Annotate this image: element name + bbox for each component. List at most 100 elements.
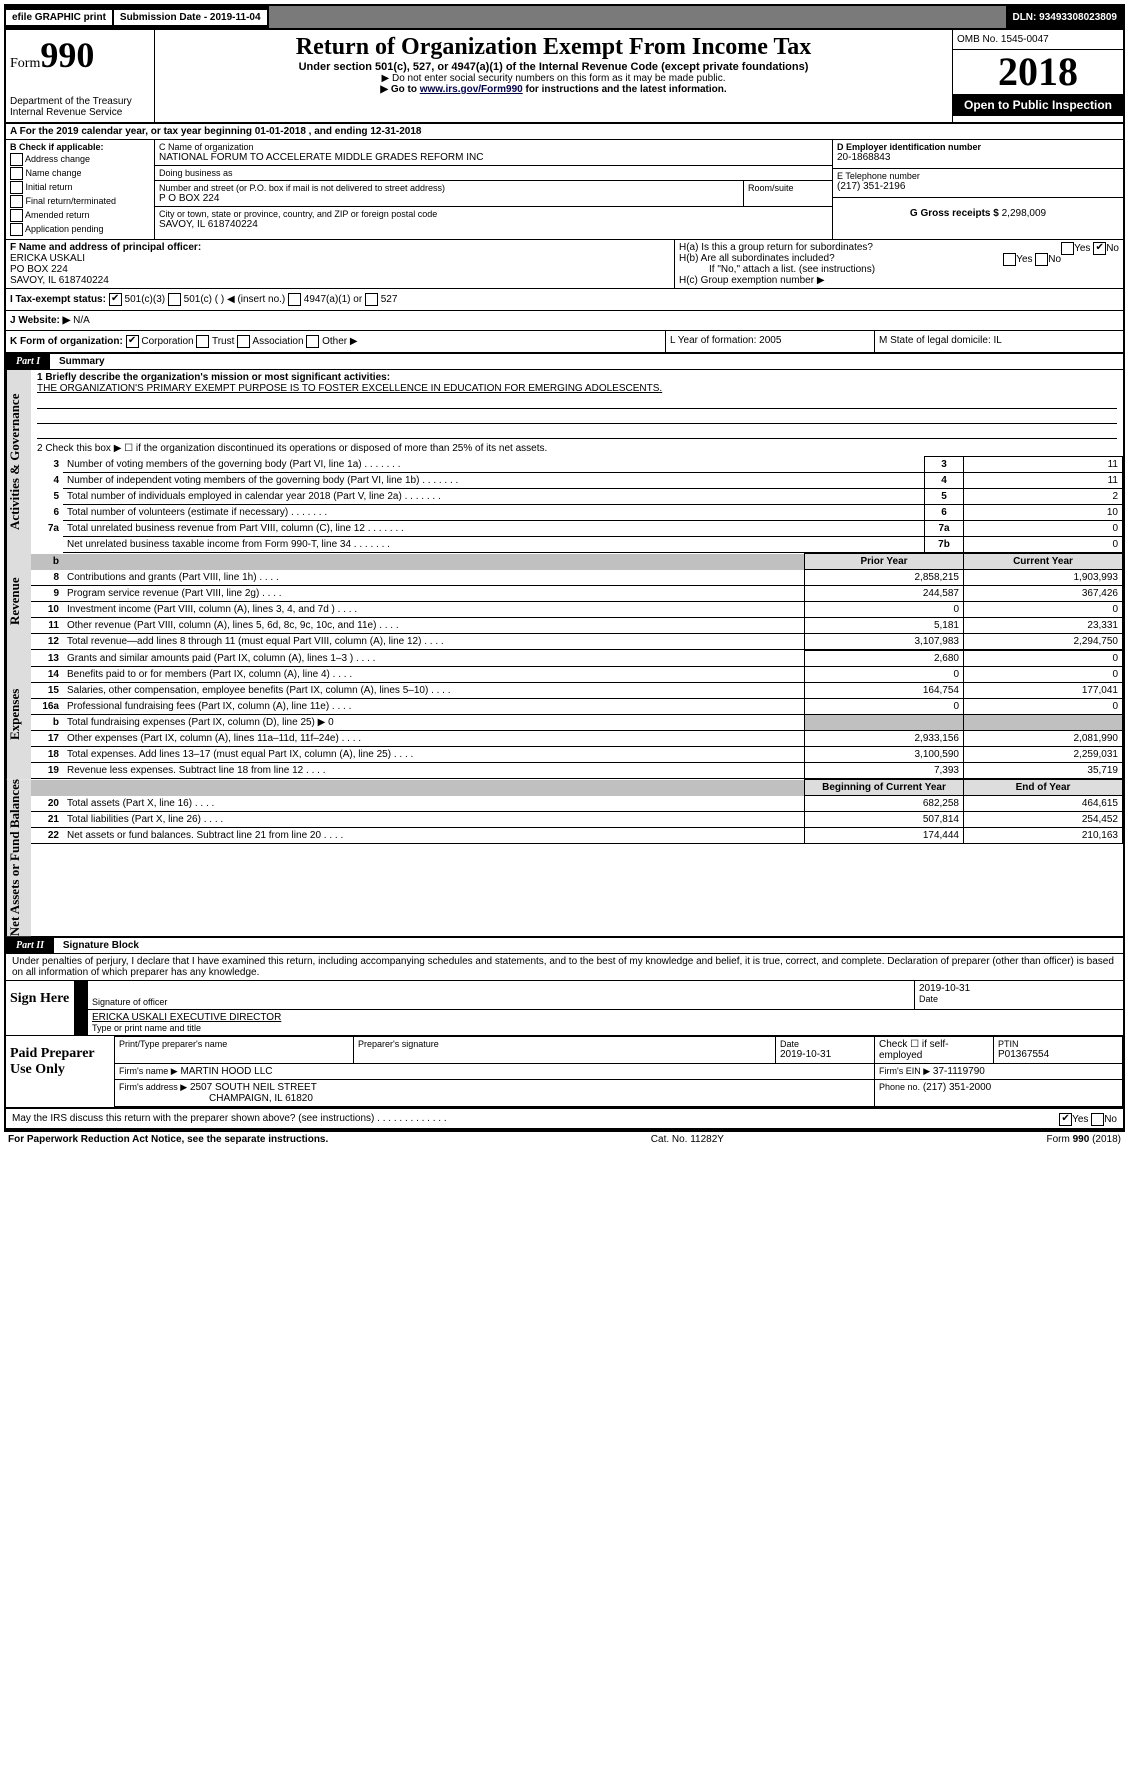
- form-org-option[interactable]: Trust: [196, 336, 237, 347]
- irs-link[interactable]: www.irs.gov/Form990: [420, 84, 523, 95]
- tax-status-option[interactable]: 4947(a)(1) or: [288, 294, 365, 305]
- header-left: Form990 Department of the Treasury Inter…: [6, 30, 155, 122]
- table-row: 17Other expenses (Part IX, column (A), l…: [31, 731, 1123, 747]
- summary-table-simple: 3Number of voting members of the governi…: [31, 456, 1123, 553]
- table-row: 3Number of voting members of the governi…: [31, 457, 1123, 473]
- efile-label[interactable]: efile GRAPHIC print: [6, 10, 114, 25]
- self-employed-check[interactable]: Check ☐ if self-employed: [875, 1037, 994, 1064]
- side-tab: Expenses: [6, 650, 31, 779]
- website-label: J Website: ▶: [10, 315, 70, 326]
- tax-status-option[interactable]: 501(c) ( ) ◀ (insert no.): [168, 294, 288, 305]
- officer-addr2: SAVOY, IL 618740224: [10, 275, 670, 286]
- page-footer: For Paperwork Reduction Act Notice, see …: [4, 1132, 1125, 1147]
- h-a-label: H(a) Is this a group return for subordin…: [679, 242, 873, 253]
- submission-date: Submission Date - 2019-11-04: [114, 10, 269, 25]
- state-domicile: M State of legal domicile: IL: [874, 331, 1123, 352]
- row-a-period: A For the 2019 calendar year, or tax yea…: [6, 124, 1123, 140]
- firm-addr-label: Firm's address ▶: [119, 1082, 187, 1092]
- part-1-header: Part I Summary: [6, 354, 1123, 370]
- declaration-text: Under penalties of perjury, I declare th…: [6, 954, 1123, 981]
- discuss-answer: Yes No: [1059, 1113, 1117, 1126]
- city-value: SAVOY, IL 618740224: [159, 219, 828, 230]
- table-row: 19Revenue less expenses. Subtract line 1…: [31, 763, 1123, 779]
- table-row: 14Benefits paid to or for members (Part …: [31, 667, 1123, 683]
- part-1-badge: Part I: [6, 354, 50, 369]
- check-option[interactable]: Address change: [10, 153, 150, 166]
- check-option[interactable]: Final return/terminated: [10, 195, 150, 208]
- form-number: Form990: [10, 34, 150, 76]
- discuss-row: May the IRS discuss this return with the…: [6, 1109, 1123, 1130]
- part-2-title: Signature Block: [57, 938, 145, 953]
- part-2-header: Part II Signature Block: [6, 936, 1123, 954]
- header-mid: Return of Organization Exempt From Incom…: [155, 30, 952, 122]
- side-tab-governance: Activities & Governance: [6, 370, 31, 553]
- name-title-label: Type or print name and title: [92, 1023, 1119, 1033]
- table-row: 18Total expenses. Add lines 13–17 (must …: [31, 747, 1123, 763]
- form-org-option[interactable]: Corporation: [126, 336, 197, 347]
- row-k-form-org: K Form of organization: Corporation Trus…: [6, 331, 1123, 354]
- form-note-1: ▶ Do not enter social security numbers o…: [159, 73, 948, 84]
- table-row: 21Total liabilities (Part X, line 26) . …: [31, 812, 1123, 828]
- city-label: City or town, state or province, country…: [159, 209, 828, 219]
- form-org-option[interactable]: Other ▶: [306, 336, 357, 347]
- room-label: Room/suite: [748, 183, 828, 193]
- header-right: OMB No. 1545-0047 2018 Open to Public In…: [952, 30, 1123, 122]
- firm-name-label: Firm's name ▶: [119, 1066, 178, 1076]
- ein-value: 20-1868843: [837, 152, 1119, 163]
- check-option[interactable]: Application pending: [10, 223, 150, 236]
- check-option[interactable]: Name change: [10, 167, 150, 180]
- part-2-badge: Part II: [6, 938, 54, 953]
- col-b-checkboxes: B Check if applicable: Address change Na…: [6, 140, 155, 239]
- officer-label: F Name and address of principal officer:: [10, 242, 670, 253]
- officer-name: ERICKA USKALI: [10, 253, 670, 264]
- check-option[interactable]: Initial return: [10, 181, 150, 194]
- prep-date-label2: Date: [780, 1039, 870, 1049]
- firm-addr2: CHAMPAIGN, IL 61820: [119, 1093, 313, 1104]
- tax-year: 2018: [953, 50, 1123, 94]
- h-c-label: H(c) Group exemption number ▶: [679, 275, 1119, 286]
- topbar-spacer: [269, 6, 1007, 28]
- preparer-table: Print/Type preparer's name Preparer's si…: [114, 1036, 1123, 1107]
- sign-here-block: Sign Here Signature of officer 2019-10-3…: [6, 981, 1123, 1036]
- sign-here-label: Sign Here: [6, 981, 74, 1035]
- form-org-option[interactable]: Association: [237, 336, 306, 347]
- tel-label: E Telephone number: [837, 171, 1119, 181]
- row-j-website: J Website: ▶ N/A: [6, 311, 1123, 331]
- q1-label: 1 Briefly describe the organization's mi…: [37, 372, 1117, 383]
- tax-status-option[interactable]: 527: [365, 294, 397, 305]
- section-bcd: B Check if applicable: Address change Na…: [6, 140, 1123, 240]
- section-expenses: Expenses13Grants and similar amounts pai…: [6, 650, 1123, 779]
- tax-status-option[interactable]: 501(c)(3): [109, 294, 168, 305]
- firm-phone-label: Phone no.: [879, 1082, 920, 1092]
- ein-label: D Employer identification number: [837, 142, 1119, 152]
- tax-status-label: I Tax-exempt status:: [10, 294, 106, 305]
- firm-ein: 37-1119790: [933, 1066, 985, 1077]
- footer-right: Form 990 (2018): [1047, 1134, 1121, 1145]
- form-subtitle: Under section 501(c), 527, or 4947(a)(1)…: [159, 61, 948, 73]
- paid-preparer-label: Paid Preparer Use Only: [6, 1036, 114, 1107]
- open-to-public: Open to Public Inspection: [953, 94, 1123, 116]
- form-org-label: K Form of organization:: [10, 336, 123, 347]
- ptin-value: P01367554: [998, 1049, 1118, 1060]
- section-revenue: RevenuebPrior YearCurrent Year8Contribut…: [6, 553, 1123, 650]
- part-1-body: Activities & Governance 1 Briefly descri…: [6, 370, 1123, 553]
- sig-officer-label: Signature of officer: [92, 997, 910, 1007]
- check-option[interactable]: Amended return: [10, 209, 150, 222]
- table-row: Net unrelated business taxable income fr…: [31, 537, 1123, 553]
- data-table: bPrior YearCurrent Year8Contributions an…: [31, 553, 1123, 650]
- gross-label: G Gross receipts $: [910, 208, 999, 219]
- h-a-answer: Yes No: [1061, 242, 1119, 255]
- website-value: N/A: [73, 315, 90, 326]
- q2-label: 2 Check this box ▶ ☐ if the organization…: [31, 441, 1123, 456]
- firm-ein-label: Firm's EIN ▶: [879, 1066, 930, 1076]
- addr-label: Number and street (or P.O. box if mail i…: [159, 183, 739, 193]
- paid-preparer-block: Paid Preparer Use Only Print/Type prepar…: [6, 1036, 1123, 1109]
- side-tab: Revenue: [6, 553, 31, 650]
- q1-value: THE ORGANIZATION'S PRIMARY EXEMPT PURPOS…: [37, 383, 1117, 394]
- section-fh: F Name and address of principal officer:…: [6, 240, 1123, 289]
- form-body: Form990 Department of the Treasury Inter…: [4, 30, 1125, 1132]
- firm-addr1: 2507 SOUTH NEIL STREET: [190, 1082, 317, 1093]
- sig-date: 2019-10-31: [919, 983, 1119, 994]
- table-row: 9Program service revenue (Part VIII, lin…: [31, 586, 1123, 602]
- top-bar: efile GRAPHIC print Submission Date - 20…: [4, 4, 1125, 30]
